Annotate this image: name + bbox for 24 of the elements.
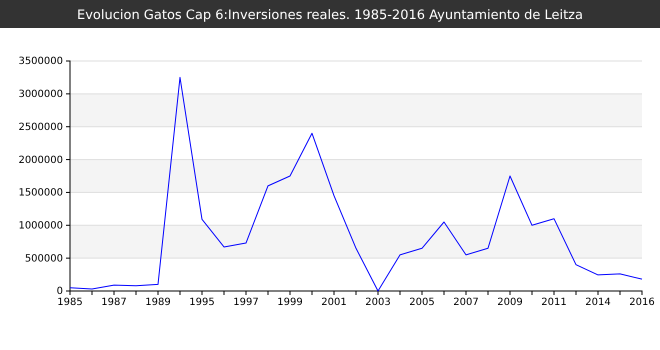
y-tick-label: 1000000: [18, 220, 63, 232]
y-tick-label: 1500000: [18, 188, 63, 199]
x-tick-label: 1995: [189, 297, 215, 308]
x-tick-label: 1989: [145, 297, 171, 308]
y-tick-label: 2000000: [18, 154, 63, 166]
y-tick-label: 500000: [24, 253, 63, 264]
x-tick-label: 1997: [233, 297, 259, 308]
x-tick-label: 1987: [101, 297, 127, 308]
x-tick-label: 2003: [365, 297, 391, 308]
y-tick-label: 0: [56, 286, 63, 298]
x-tick-label: 2014: [585, 297, 611, 308]
line-series: [70, 76, 642, 292]
y-tick-label: 2500000: [18, 122, 63, 133]
x-tick-label: 2016: [629, 297, 655, 308]
x-tick-label: 2009: [497, 297, 523, 308]
x-tick-label: 1999: [277, 297, 303, 308]
y-tick-label: 3500000: [18, 56, 63, 68]
x-tick-label: 2001: [321, 297, 347, 308]
x-tick-label: 2011: [541, 297, 567, 308]
x-tick-label: 2007: [453, 297, 479, 308]
x-tick-label: 1985: [57, 297, 83, 308]
y-tick-label: 3000000: [18, 89, 63, 100]
chart-title: Evolucion Gatos Cap 6:Inversiones reales. 1985-2016 Ayuntamiento de Leitza: [77, 8, 583, 23]
x-tick-label: 2005: [409, 297, 435, 308]
